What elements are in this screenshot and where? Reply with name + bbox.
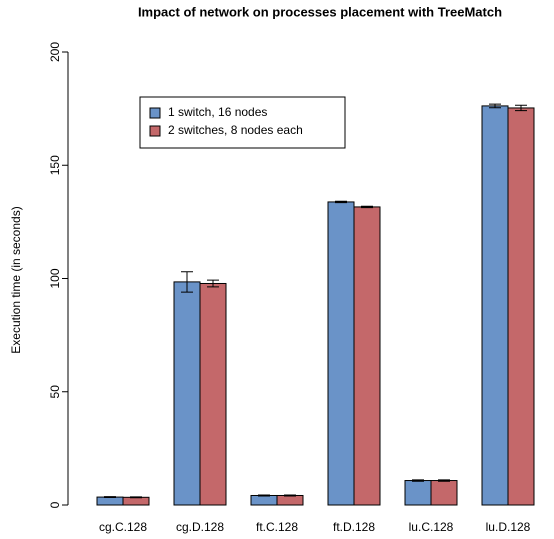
- error-bar: [361, 205, 373, 209]
- bar: [353, 206, 381, 506]
- x-tick-label: cg.D.128: [176, 520, 224, 534]
- bar: [507, 107, 535, 506]
- y-tick-label: 200: [48, 42, 62, 62]
- error-bar: [284, 494, 296, 497]
- legend-box: [139, 96, 346, 149]
- bar: [481, 105, 509, 506]
- x-tick-label: lu.C.128: [409, 520, 454, 534]
- error-bar: [489, 103, 501, 109]
- legend-swatch: [149, 125, 161, 137]
- y-axis-title: Execution time (in seconds): [9, 206, 23, 353]
- error-bar: [335, 200, 347, 204]
- bar: [276, 494, 304, 506]
- chart-title: Impact of network on processes placement…: [138, 4, 502, 19]
- y-tick-label: 50: [48, 385, 62, 399]
- bar: [404, 480, 432, 506]
- bar: [96, 496, 124, 506]
- error-bar: [130, 496, 142, 499]
- x-tick-label: cg.C.128: [99, 520, 147, 534]
- bar: [430, 480, 458, 506]
- y-tick-label: 0: [48, 501, 62, 508]
- error-bar: [258, 494, 270, 497]
- x-tick-label: ft.C.128: [256, 520, 298, 534]
- error-bar: [515, 104, 527, 112]
- x-tick-label: lu.D.128: [486, 520, 531, 534]
- y-tick-label: 150: [48, 155, 62, 175]
- error-bar: [207, 279, 219, 288]
- bar: [250, 494, 278, 506]
- legend-label: 1 switch, 16 nodes: [168, 105, 267, 119]
- error-bar: [181, 271, 193, 293]
- error-bar: [412, 479, 424, 482]
- bar: [173, 281, 201, 506]
- bar: [327, 201, 355, 506]
- legend-label: 2 switches, 8 nodes each: [168, 123, 303, 137]
- bar: [199, 282, 227, 506]
- y-tick-label: 100: [48, 268, 62, 288]
- legend-swatch: [149, 107, 161, 119]
- error-bar: [438, 479, 450, 482]
- x-tick-label: ft.D.128: [333, 520, 375, 534]
- error-bar: [104, 496, 116, 499]
- bar: [122, 496, 150, 506]
